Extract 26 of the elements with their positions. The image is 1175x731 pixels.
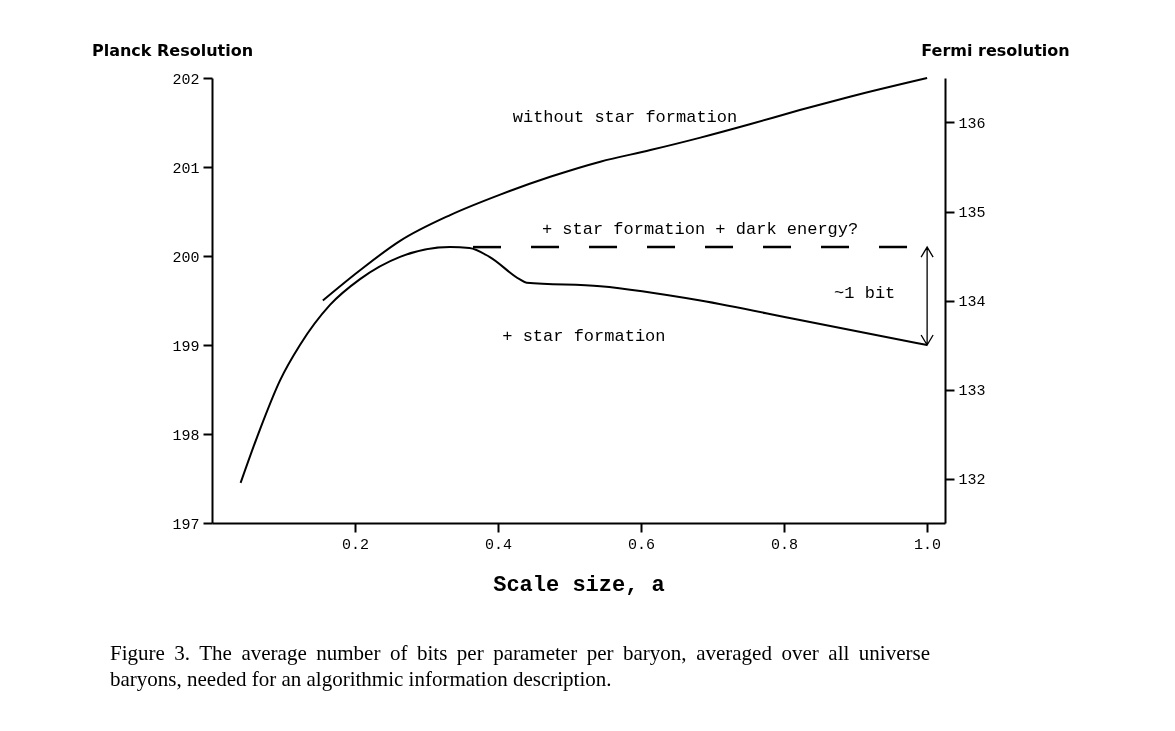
- y2-tick-label: 136: [958, 116, 986, 133]
- y-axis-title: Planck Resolution: [91, 40, 254, 60]
- y-tick-label: 201: [172, 160, 200, 178]
- y-tick-label: 199: [172, 338, 200, 356]
- y2-tick-label: 132: [958, 472, 986, 489]
- x-tick-label: 0.8: [771, 536, 799, 554]
- x-tick-label: 0.2: [342, 536, 370, 554]
- y2-tick-label: 135: [958, 205, 986, 222]
- series-label: without star formation: [512, 107, 738, 127]
- series-label: + star formation: [502, 327, 666, 347]
- x-axis-title: Scale size, a: [493, 572, 665, 598]
- line-series: [321, 77, 929, 302]
- y-tick-label: 198: [172, 427, 200, 445]
- y2-axis-title: Fermi resolution: [921, 40, 1070, 60]
- caption: Figure 3. The average number of bits per parameter per baryon, averaged over all universe baryons, needed for an algorithmic information description.: [110, 640, 930, 693]
- series-label: + star formation + dark energy?: [541, 220, 859, 240]
- y2-tick-label: 133: [958, 383, 986, 400]
- x-tick-label: 0.6: [628, 536, 656, 554]
- x-tick-label: 1.0: [914, 536, 942, 554]
- y-tick-label: 202: [172, 71, 200, 89]
- line-series: [239, 246, 929, 484]
- y-tick-label: 197: [172, 516, 200, 534]
- annotation: ~1 bit: [834, 284, 896, 304]
- x-tick-label: 0.4: [485, 536, 513, 554]
- y2-tick-label: 134: [958, 294, 986, 311]
- y-tick-label: 200: [172, 249, 200, 267]
